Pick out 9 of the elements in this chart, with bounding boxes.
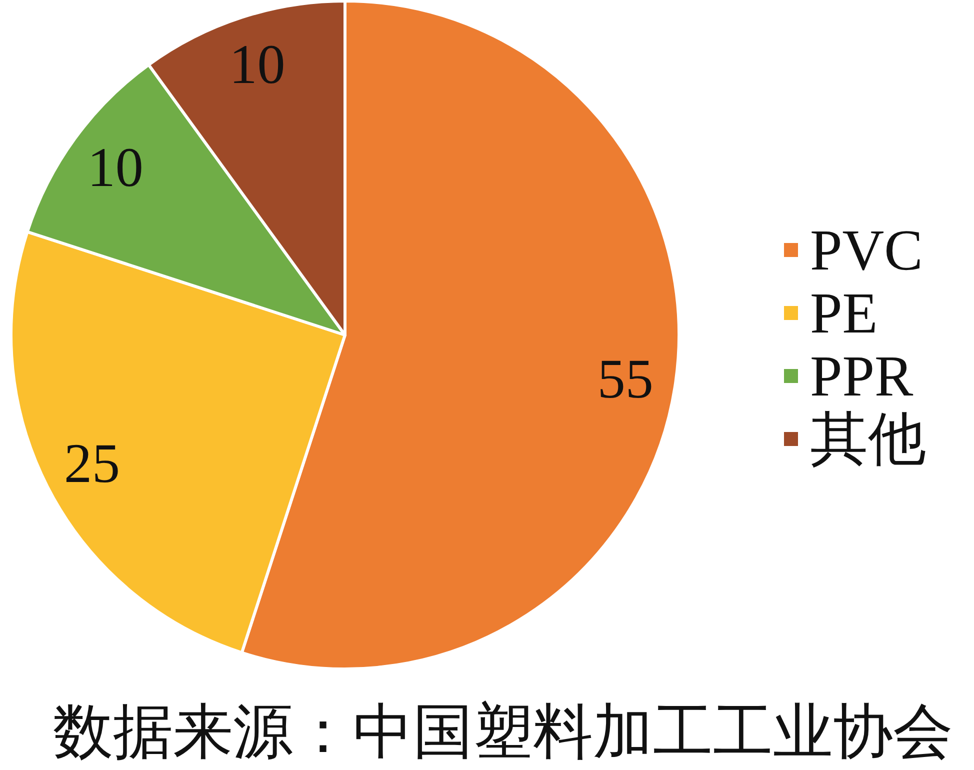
legend-label: PVC bbox=[810, 218, 923, 282]
source-note: 数据来源：中国塑料加工工业协会 bbox=[53, 699, 953, 765]
legend-label: PPR bbox=[810, 344, 914, 408]
legend-label: PE bbox=[810, 280, 878, 346]
data-label: 25 bbox=[64, 432, 120, 495]
data-label: 55 bbox=[597, 348, 654, 410]
data-label: 10 bbox=[229, 34, 286, 96]
legend-label: 其他 bbox=[810, 406, 926, 472]
data-label: 10 bbox=[87, 137, 144, 200]
